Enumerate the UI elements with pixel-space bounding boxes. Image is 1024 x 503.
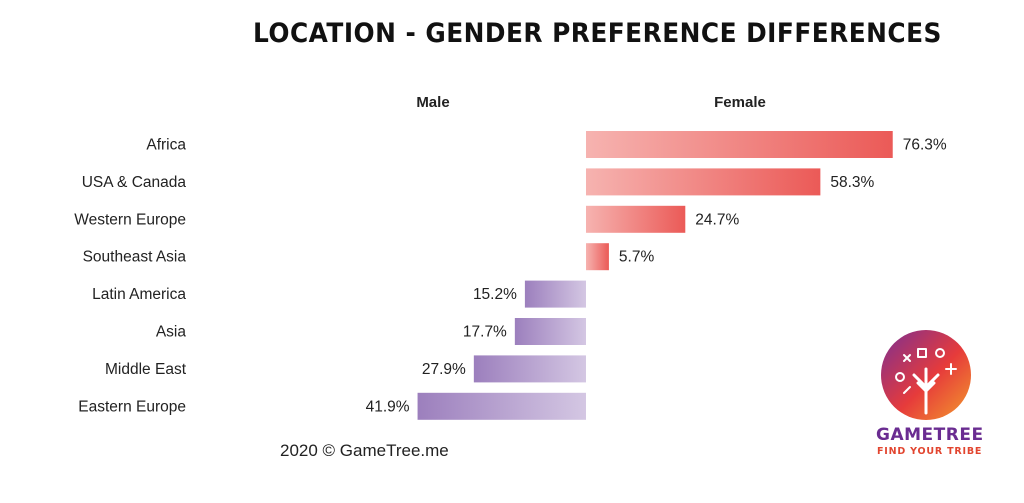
value-label: 24.7% (695, 211, 739, 228)
footer-credit: 2020 © GameTree.me (280, 441, 449, 460)
legend-male: Male (416, 94, 449, 111)
category-label: Latin America (92, 286, 186, 303)
male-bar (417, 392, 586, 420)
value-label: 58.3% (830, 174, 874, 191)
male-bar (514, 318, 586, 345)
value-label: 27.9% (422, 361, 466, 378)
category-label: Western Europe (74, 211, 186, 228)
female-bar (586, 205, 686, 233)
legend: Male Female (416, 94, 766, 111)
logo-tagline: FIND YOUR TRIBE (877, 446, 983, 457)
value-label: 17.7% (463, 324, 507, 341)
logo-name: GAMETREE (876, 425, 984, 445)
male-bar (524, 280, 586, 308)
value-label: 76.3% (903, 137, 947, 154)
hand-tree-icon (895, 348, 957, 415)
category-label: Eastern Europe (78, 398, 186, 415)
female-bar (586, 131, 893, 158)
gametree-logo (881, 330, 971, 420)
female-bar (586, 168, 821, 196)
value-label: 15.2% (473, 286, 517, 303)
bars-group: Africa 76.3% USA & Canada 58.3% Western Euro… (74, 131, 947, 420)
value-label: 41.9% (366, 398, 410, 415)
category-label: Middle East (105, 361, 187, 378)
category-label: USA & Canada (82, 174, 187, 191)
male-bar (473, 355, 586, 383)
female-bar (586, 243, 609, 271)
category-label: Asia (156, 324, 187, 341)
chart-title: LOCATION - GENDER PREFERENCE DIFFERENCES (253, 18, 942, 49)
category-label: Africa (146, 137, 186, 154)
value-label: 5.7% (619, 249, 655, 266)
legend-female: Female (714, 94, 766, 111)
category-label: Southeast Asia (83, 249, 187, 266)
